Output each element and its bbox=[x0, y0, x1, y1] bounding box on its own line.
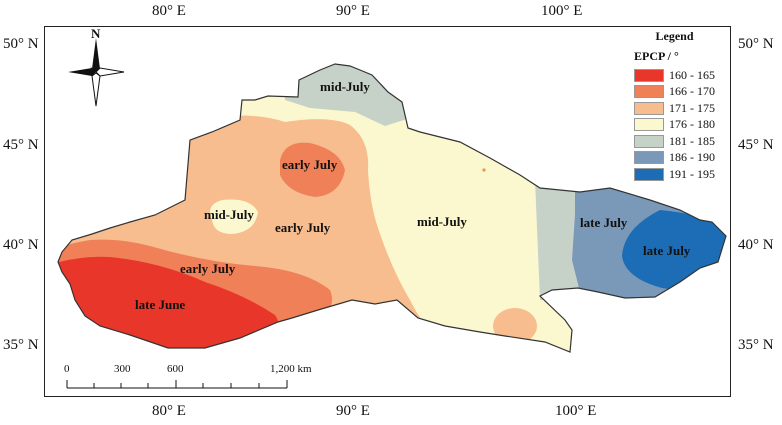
legend-item: 191 - 195 bbox=[634, 166, 729, 183]
north-label: N bbox=[91, 26, 101, 41]
compass-rose-icon bbox=[68, 38, 125, 107]
legend-label: 160 - 165 bbox=[669, 67, 715, 82]
lon-label-100: 100° E bbox=[541, 3, 583, 19]
legend-swatch bbox=[634, 167, 664, 181]
region-label-mid-july-west: mid-July bbox=[204, 207, 254, 222]
legend-swatch bbox=[634, 134, 664, 148]
legend-label: 171 - 175 bbox=[669, 100, 715, 115]
legend-subtitle: EPCP / ° bbox=[634, 49, 679, 63]
lon-label-100-bottom: 100° E bbox=[555, 403, 597, 419]
legend-title: Legend bbox=[655, 29, 694, 43]
legend-label: 181 - 185 bbox=[669, 133, 715, 148]
lat-label-50-right: 50° N bbox=[738, 36, 774, 52]
region-label-mid-july-north: mid-July bbox=[320, 79, 370, 94]
legend-label: 191 - 195 bbox=[669, 166, 715, 181]
region-label-late-june: late June bbox=[135, 297, 186, 312]
lat-label-45: 45° N bbox=[3, 137, 39, 153]
region-boundary bbox=[57, 63, 727, 353]
region-label-late-july-east: late July bbox=[643, 243, 691, 258]
scale-label: 1,200 km bbox=[270, 363, 312, 375]
lon-label-80-bottom: 80° E bbox=[152, 403, 186, 419]
legend-item: 166 - 170 bbox=[634, 84, 729, 101]
scale-label: 300 bbox=[114, 363, 131, 375]
lon-label-90: 90° E bbox=[336, 3, 370, 19]
zone-166-170-center bbox=[280, 142, 345, 197]
lat-label-35: 35° N bbox=[3, 337, 39, 353]
region-label-late-july-west: late July bbox=[580, 215, 628, 230]
scale-label: 600 bbox=[167, 363, 184, 375]
lat-label-40-right: 40° N bbox=[738, 237, 774, 253]
region-label-early-july-south: early July bbox=[180, 261, 236, 276]
region-label-early-july: early July bbox=[275, 220, 331, 235]
lon-label-80: 80° E bbox=[152, 3, 186, 19]
lat-label-35-right: 35° N bbox=[738, 337, 774, 353]
zone-176-180-island bbox=[209, 199, 258, 234]
legend-label: 176 - 180 bbox=[669, 117, 715, 132]
legend-item: 176 - 180 bbox=[634, 117, 729, 134]
zone-171-175-southeast bbox=[493, 308, 537, 344]
legend: Legend EPCP / ° 160 - 165 166 - 170 171 … bbox=[634, 29, 729, 183]
region-label-mid-july-east: mid-July bbox=[417, 214, 467, 229]
lat-label-45-right: 45° N bbox=[738, 137, 774, 153]
point-marker bbox=[482, 168, 486, 172]
legend-swatch bbox=[634, 118, 664, 132]
lon-label-90-bottom: 90° E bbox=[336, 403, 370, 419]
legend-swatch bbox=[634, 101, 664, 115]
legend-label: 166 - 170 bbox=[669, 84, 715, 99]
legend-label: 186 - 190 bbox=[669, 150, 715, 165]
region-label-early-july-center: early July bbox=[282, 157, 338, 172]
legend-swatch bbox=[634, 151, 664, 165]
lat-label-50: 50° N bbox=[3, 36, 39, 52]
legend-swatch bbox=[634, 85, 664, 99]
legend-swatch bbox=[634, 68, 664, 82]
lat-label-40: 40° N bbox=[3, 237, 39, 253]
legend-item: 186 - 190 bbox=[634, 150, 729, 167]
legend-item: 181 - 185 bbox=[634, 133, 729, 150]
legend-item: 171 - 175 bbox=[634, 100, 729, 117]
scale-label: 0 bbox=[64, 363, 70, 375]
scale-bar-graphic bbox=[66, 380, 288, 389]
legend-item: 160 - 165 bbox=[634, 67, 729, 84]
